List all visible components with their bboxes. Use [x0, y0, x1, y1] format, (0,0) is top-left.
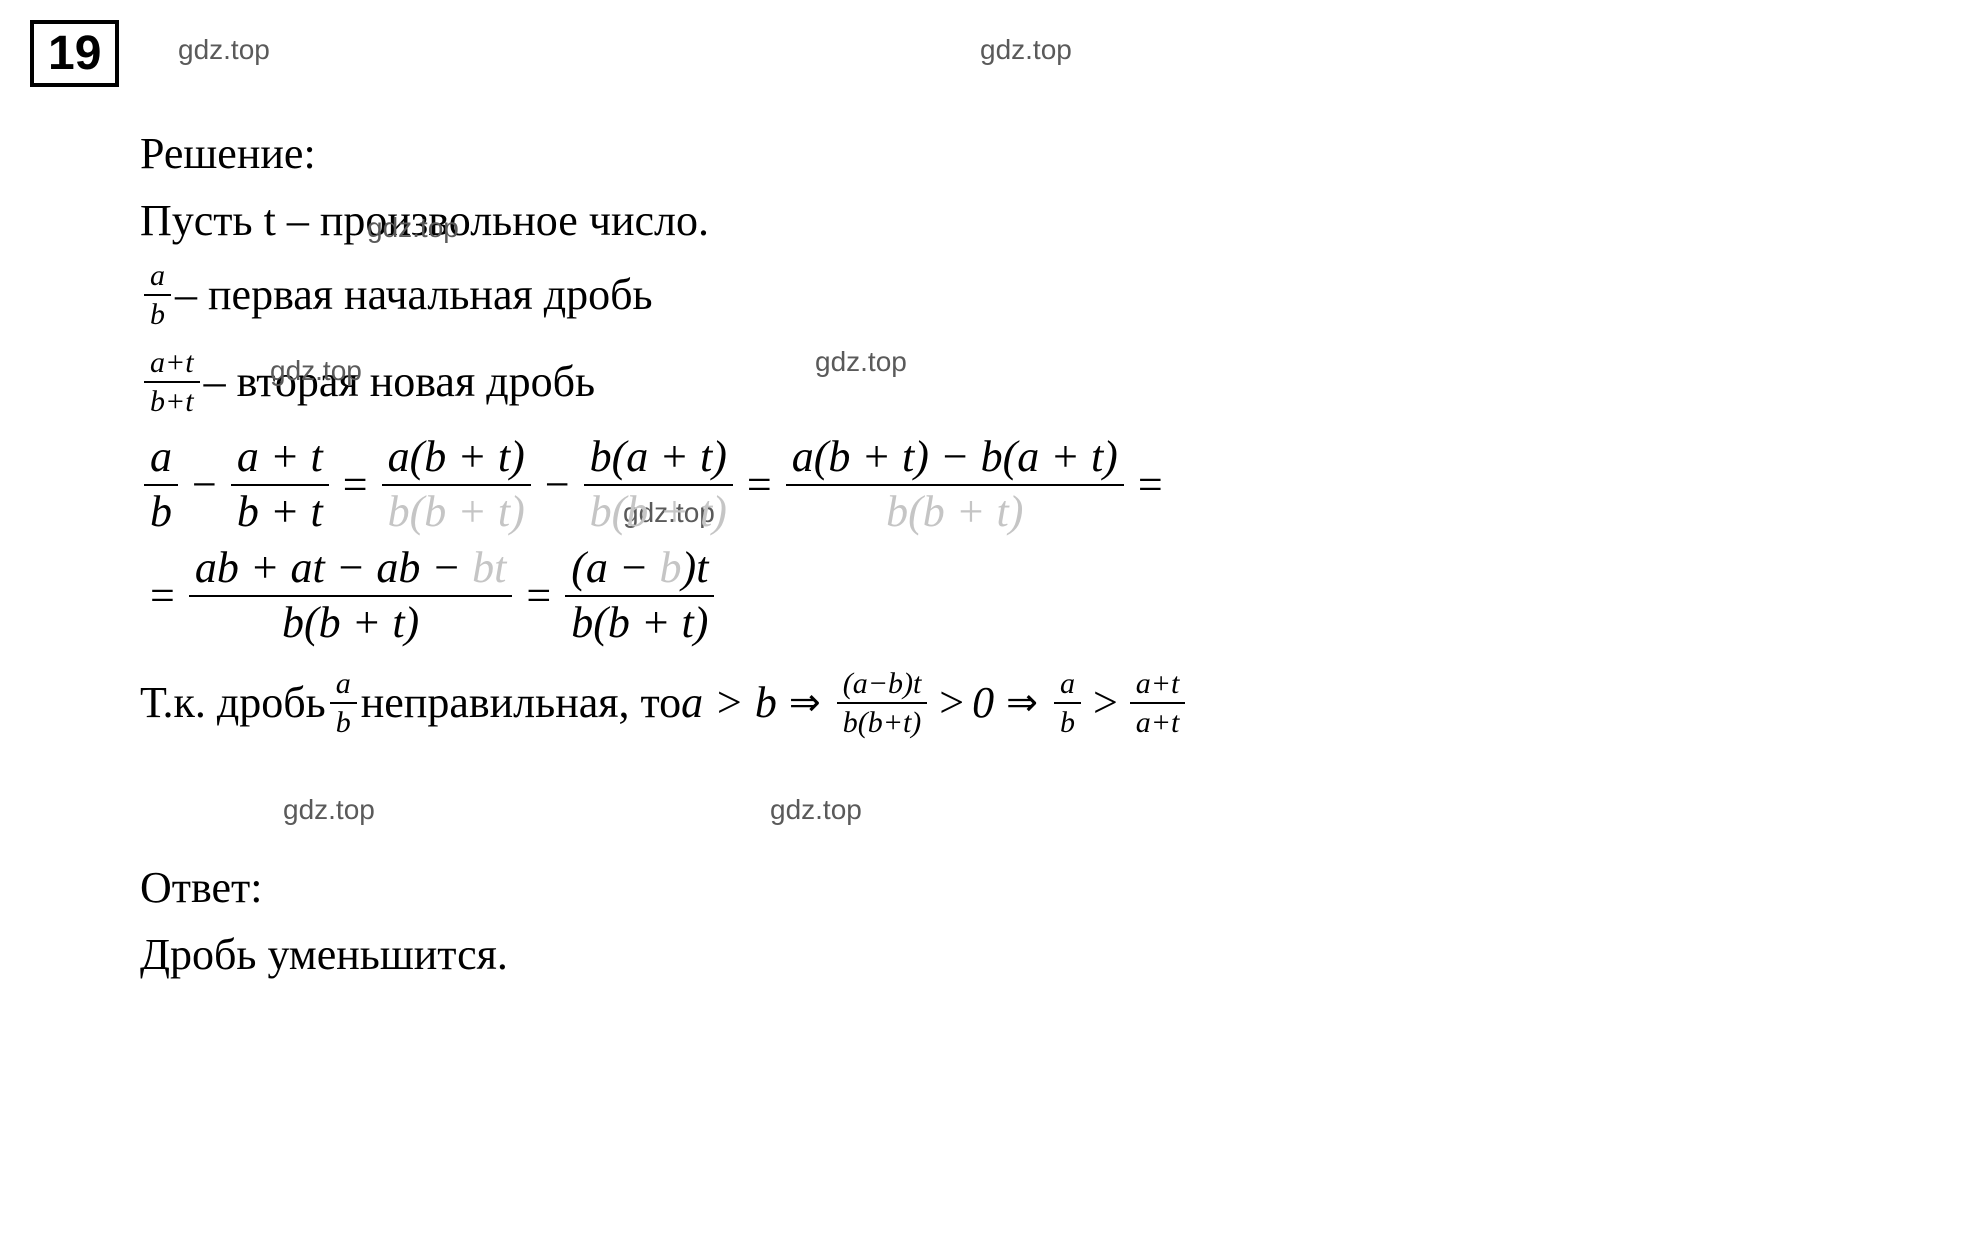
equals-op: = — [747, 459, 772, 510]
numerator: a — [1054, 667, 1081, 704]
conditional-pre: Т.к. дробь — [140, 677, 326, 728]
answer-section: Ответ: Дробь уменьшится. — [140, 859, 1919, 983]
watermark-text: gdz.top — [980, 34, 1072, 66]
second-fraction-line: a+t b+t – вторая новая дробь — [140, 346, 1919, 418]
denominator: b — [330, 704, 357, 739]
fraction-term: (a−b)t b(b+t) — [837, 667, 928, 739]
let-statement: Пусть t – произвольное число. — [140, 192, 1919, 249]
fraction-at-over-bt: a+t b+t — [144, 346, 200, 418]
watermark-text: gdz.top — [178, 34, 270, 66]
conditional-post: неправильная, то — [361, 677, 681, 728]
first-fraction-line: a b – первая начальная дробь — [140, 259, 1919, 331]
fraction-term: a + t b + t — [231, 433, 329, 536]
solution-label: Решение: — [140, 125, 1919, 182]
denominator: b(b+t) — [837, 704, 928, 739]
first-fraction-text: – первая начальная дробь — [175, 260, 653, 330]
numerator: ab + at − ab − bt — [189, 544, 513, 596]
denominator: b — [1054, 704, 1081, 739]
greater-op: > — [939, 677, 964, 728]
implies-symbol: ⇒ — [789, 680, 821, 725]
numerator: a(b + t) − b(a + t) — [786, 433, 1124, 485]
numerator: (a − b)t — [565, 544, 714, 596]
fraction-a-over-b: a b — [330, 667, 357, 739]
numerator: a — [144, 433, 178, 485]
fraction-term: a b — [144, 433, 178, 536]
equals-op: = — [343, 459, 368, 510]
answer-label: Ответ: — [140, 859, 1919, 916]
denominator: b(b + t) — [276, 597, 425, 647]
greater-op: > — [1093, 677, 1118, 728]
denominator: b(b + t) — [565, 597, 714, 647]
fraction-term: ab + at − ab − bt b(b + t) — [189, 544, 513, 647]
denominator: b — [144, 486, 178, 536]
numerator: a+t — [1130, 667, 1186, 704]
fraction-a-over-b: a b — [144, 259, 171, 331]
equals-op: = — [1138, 459, 1163, 510]
denominator: b — [144, 296, 171, 331]
solution-content: Решение: Пусть t – произвольное число. a… — [140, 125, 1919, 983]
zero: 0 — [972, 677, 994, 728]
numerator: a — [330, 667, 357, 704]
numerator: b(a + t) — [584, 433, 733, 485]
fraction-term: a+t a+t — [1130, 667, 1186, 739]
fraction-term: (a − b)t b(b + t) — [565, 544, 714, 647]
second-fraction-text: – вторая новая дробь — [204, 347, 595, 417]
denominator: a+t — [1130, 704, 1186, 739]
numerator: (a−b)t — [837, 667, 928, 704]
numerator: a + t — [231, 433, 329, 485]
denominator: b+t — [144, 383, 200, 418]
a-greater-b: a > b — [681, 677, 777, 728]
answer-text: Дробь уменьшится. — [140, 926, 1919, 983]
denominator: b(b + t) — [584, 486, 733, 536]
numerator: a(b + t) — [382, 433, 531, 485]
fraction-term: a(b + t) − b(a + t) b(b + t) — [786, 433, 1124, 536]
equals-op: = — [150, 570, 175, 621]
denominator: b(b + t) — [880, 486, 1029, 536]
problem-number-box: 19 — [30, 20, 119, 87]
denominator: b + t — [231, 486, 329, 536]
numerator: a+t — [144, 346, 200, 383]
fraction-a-over-b: a b — [1054, 667, 1081, 739]
main-equation-row-2: = ab + at − ab − bt b(b + t) = (a − b)t … — [140, 544, 1919, 647]
implies-symbol: ⇒ — [1006, 680, 1038, 725]
numerator: a — [144, 259, 171, 296]
fraction-term: b(a + t) b(b + t) — [584, 433, 733, 536]
conclusion-row: Т.к. дробь a b неправильная, то a > b ⇒ … — [140, 667, 1919, 739]
minus-op: − — [545, 459, 570, 510]
fraction-term: a(b + t) b(b + t) — [382, 433, 531, 536]
denominator: b(b + t) — [382, 486, 531, 536]
main-equation-row-1: a b − a + t b + t = a(b + t) b(b + t) − … — [140, 433, 1919, 536]
equals-op: = — [526, 570, 551, 621]
minus-op: − — [192, 459, 217, 510]
